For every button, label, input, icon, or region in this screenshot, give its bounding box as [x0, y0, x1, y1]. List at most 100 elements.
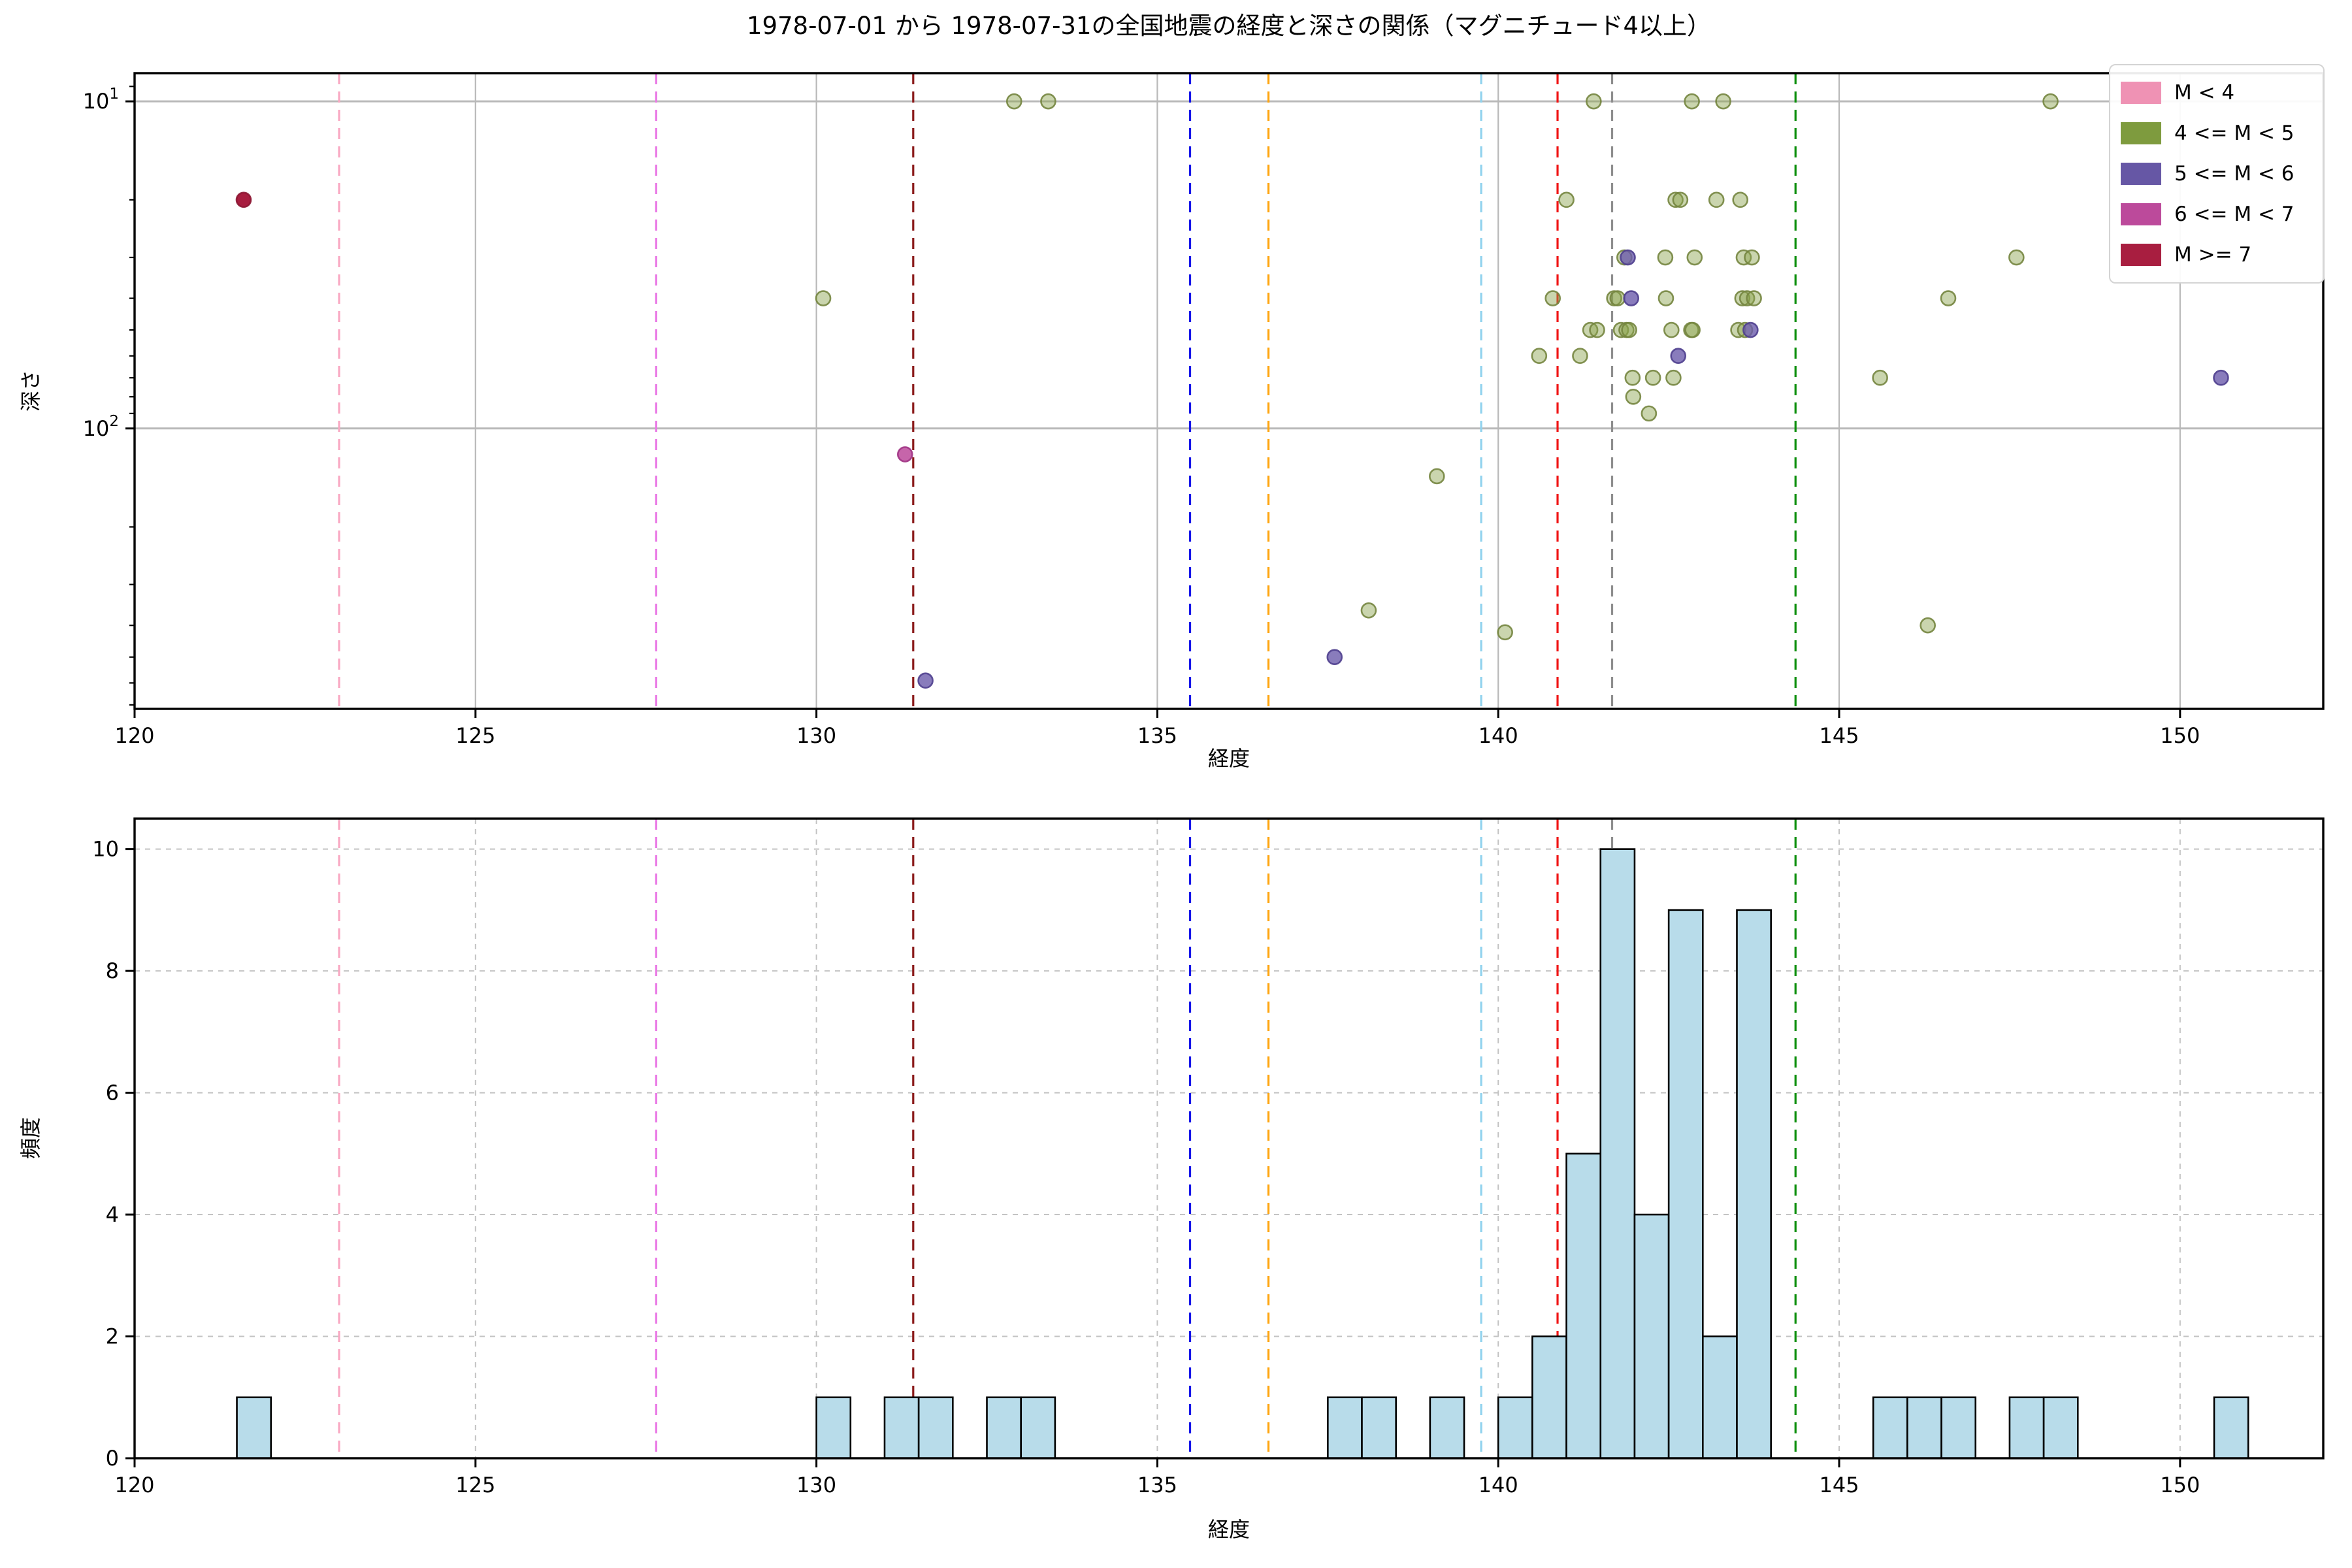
scatter-point [1657, 249, 1674, 266]
histogram-bar [1702, 1335, 1738, 1460]
histogram-bar [1531, 1335, 1567, 1460]
scatter-point [1558, 191, 1575, 208]
legend-item: M >= 7 [2121, 237, 2313, 273]
histogram-bar [1565, 1152, 1602, 1460]
scatter-point [1623, 290, 1640, 306]
scatter-point [1919, 617, 1936, 634]
legend-label: 6 <= M < 7 [2174, 203, 2295, 226]
histogram-bar [2008, 1396, 2045, 1460]
histogram-bar [2042, 1396, 2079, 1460]
tick-label: 135 [1137, 1473, 1177, 1497]
scatter-point [1742, 321, 1759, 338]
top-x-axis-label: 経度 [1208, 746, 1250, 771]
legend-swatch [2121, 82, 2161, 104]
tick-label: 2 [106, 1324, 119, 1349]
scatter-point [917, 672, 934, 689]
bottom-y-axis-label: 頻度 [18, 1117, 43, 1159]
tick-label: 145 [1819, 723, 1859, 748]
scatter-point [1644, 369, 1661, 386]
scatter-point [1732, 191, 1749, 208]
scatter-point [1715, 93, 1731, 110]
scatter-point [1641, 405, 1658, 422]
tick-label: 125 [455, 1473, 495, 1497]
histogram-bar [1872, 1396, 1908, 1460]
scatter-point [1624, 369, 1641, 386]
scatter-point [1625, 388, 1642, 405]
scatter-point [2213, 369, 2229, 386]
histogram-bar [1429, 1396, 1465, 1460]
tick-label: 4 [106, 1202, 119, 1227]
scatter-point [1746, 290, 1762, 306]
scatter-point [1572, 348, 1588, 365]
legend-label: 4 <= M < 5 [2174, 122, 2295, 145]
tick-label: 130 [796, 723, 836, 748]
scatter-point [1429, 468, 1445, 485]
legend-item: 4 <= M < 5 [2121, 115, 2313, 152]
legend-item: M < 4 [2121, 74, 2313, 111]
top-y-axis-label: 深さ [18, 370, 43, 412]
scatter-point [1708, 191, 1725, 208]
tick-label: 102 [83, 413, 119, 441]
scatter-point [815, 290, 832, 306]
scatter-point [1684, 93, 1700, 110]
legend-label: 5 <= M < 6 [2174, 162, 2295, 186]
scatter-point [1667, 191, 1684, 208]
scatter-point [235, 191, 252, 208]
histogram-bar [1599, 848, 1636, 1460]
scatter-point [1665, 369, 1682, 386]
tick-label: 150 [2160, 723, 2200, 748]
legend: M < 4 4 <= M < 5 5 <= M < 6 6 <= M < 7 M >= … [2109, 64, 2325, 284]
tick-label: 130 [796, 1473, 836, 1497]
scatter-point [1663, 321, 1680, 338]
bottom-x-axis-label: 経度 [1208, 1517, 1250, 1542]
scatter-point [1686, 249, 1703, 266]
legend-item: 6 <= M < 7 [2121, 196, 2313, 233]
scatter-point [1670, 348, 1687, 365]
scatter-point [1612, 321, 1629, 338]
plot-border [133, 817, 2325, 1460]
tick-label: 101 [83, 86, 119, 114]
scatter-point [896, 446, 913, 463]
scatter-point [1734, 290, 1751, 306]
tick-label: 125 [455, 723, 495, 748]
histogram-plot: 120 125 130 135 140 145 150 0 2 4 6 8 10 [92, 817, 2325, 1497]
scatter-point [1658, 290, 1674, 306]
scatter-point [1609, 290, 1626, 306]
scatter-point [1005, 93, 1022, 110]
tick-label: 120 [114, 723, 154, 748]
scatter-point [1744, 249, 1760, 266]
legend-label: M < 4 [2174, 81, 2235, 105]
legend-swatch [2121, 122, 2161, 144]
histogram-bar [1327, 1396, 1363, 1460]
histogram-bar [1361, 1396, 1397, 1460]
legend-label: M >= 7 [2174, 243, 2252, 267]
tick-label: 150 [2160, 1473, 2200, 1497]
chart-title: 1978-07-01 から 1978-07-31の全国地震の経度と深さの関係（マ… [747, 12, 1711, 40]
legend-swatch [2121, 244, 2161, 266]
scatter-point [2042, 93, 2059, 110]
histogram-bar [1633, 1213, 1670, 1460]
legend-swatch [2121, 203, 2161, 225]
histogram-bar [815, 1396, 852, 1460]
histogram-bar [1940, 1396, 1977, 1460]
scatter-point [1872, 369, 1888, 386]
scatter-point [1735, 249, 1752, 266]
scatter-point [1531, 348, 1548, 365]
scatter-point [1544, 290, 1561, 306]
histogram-bar [1667, 909, 1704, 1460]
tick-label: 145 [1819, 1473, 1859, 1497]
histogram-bar [1906, 1396, 1942, 1460]
scatter-point [1326, 649, 1343, 666]
scatter-point [2008, 249, 2025, 266]
scatter-point [1620, 249, 1636, 266]
scatter-point [1672, 191, 1689, 208]
tick-label: 6 [106, 1081, 119, 1105]
histogram-bar [236, 1396, 272, 1460]
tick-label: 140 [1478, 1473, 1518, 1497]
tick-label: 140 [1478, 723, 1518, 748]
tick-label: 120 [114, 1473, 154, 1497]
tick-label: 10 [92, 837, 119, 862]
histogram-bar [2213, 1396, 2249, 1460]
